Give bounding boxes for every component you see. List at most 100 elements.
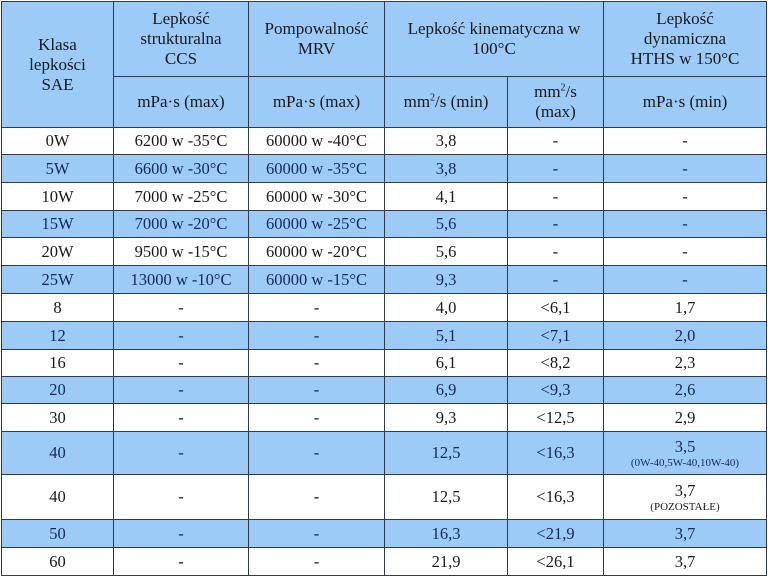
- table-row: 16- -6,1 <8,2 2,3: [1, 349, 767, 377]
- cell-kin-max: <21,9: [507, 519, 604, 548]
- cell-sae-class: 8: [1, 293, 114, 322]
- cell-ccs: -: [113, 519, 249, 548]
- cell-kin-min: 21,9: [384, 547, 508, 576]
- cell-kin-min: 6,1: [384, 349, 508, 377]
- cell-kin-max: <8,2: [507, 349, 604, 377]
- table-row: 8- -4,0 <6,1 1,7: [1, 293, 767, 322]
- cell-sae-class: 5W: [1, 154, 114, 183]
- cell-sae-class: 12: [1, 321, 114, 350]
- cell-kin-min: 3,8: [384, 127, 508, 155]
- cell-hths: 3,5 (0W-40,5W-40,10W-40): [603, 431, 767, 475]
- cell-mrv: 60000 w -40°C: [248, 127, 385, 155]
- unit-hths: mPa·s (min): [603, 76, 767, 128]
- cell-kin-max: <16,3: [507, 431, 604, 475]
- cell-sae-class: 40: [1, 474, 114, 520]
- cell-ccs: -: [113, 321, 249, 350]
- cell-hths: 3,7: [603, 547, 767, 576]
- cell-hths: 2,9: [603, 403, 767, 432]
- table-row: 5W 6600 w -30°C 60000 w -35°C 3,8- -: [1, 154, 767, 183]
- table-row: 40- -12,5 <16,3 3,7 (POZOSTAŁE): [1, 474, 767, 520]
- cell-sae-class: 40: [1, 431, 114, 475]
- header-ccs: Lepkość strukturalna CCS: [113, 1, 249, 77]
- cell-ccs: 6600 w -30°C: [113, 154, 249, 183]
- cell-sae-class: 0W: [1, 127, 114, 155]
- cell-kin-max: -: [507, 265, 604, 294]
- cell-mrv: -: [248, 321, 385, 350]
- cell-hths: -: [603, 154, 767, 183]
- header-hths: Lepkość dynamiczna HTHS w 150°C: [603, 1, 767, 77]
- cell-mrv: 60000 w -15°C: [248, 265, 385, 294]
- header-mrv: Pompowalność MRV: [248, 1, 385, 77]
- header-kinematic: Lepkość kinematyczna w 100°C: [384, 1, 604, 77]
- cell-mrv: 60000 w -30°C: [248, 182, 385, 211]
- cell-kin-max: -: [507, 182, 604, 211]
- cell-sae-class: 50: [1, 519, 114, 548]
- cell-ccs: -: [113, 376, 249, 404]
- cell-hths: -: [603, 182, 767, 211]
- cell-kin-min: 16,3: [384, 519, 508, 548]
- table-row: 60- -21,9 <26,1 3,7: [1, 547, 767, 576]
- cell-hths: -: [603, 237, 767, 266]
- table-row: 12- -5,1 <7,1 2,0: [1, 321, 767, 350]
- cell-kin-max: <9,3: [507, 376, 604, 404]
- table-row: 15W 7000 w -20°C 60000 w -25°C 5,6- -: [1, 210, 767, 238]
- cell-ccs: -: [113, 349, 249, 377]
- cell-mrv: -: [248, 547, 385, 576]
- table-row: 25W 13000 w -10°C 60000 w -15°C 9,3- -: [1, 265, 767, 294]
- cell-mrv: -: [248, 349, 385, 377]
- cell-mrv: -: [248, 474, 385, 520]
- cell-mrv: -: [248, 431, 385, 475]
- hths-note: (0W-40,5W-40,10W-40): [630, 456, 740, 469]
- cell-kin-min: 12,5: [384, 474, 508, 520]
- cell-hths: -: [603, 127, 767, 155]
- cell-ccs: -: [113, 403, 249, 432]
- cell-ccs: 13000 w -10°C: [113, 265, 249, 294]
- cell-kin-min: 5,6: [384, 237, 508, 266]
- cell-kin-max: -: [507, 210, 604, 238]
- cell-sae-class: 10W: [1, 182, 114, 211]
- cell-kin-min: 6,9: [384, 376, 508, 404]
- header-sae-class: Klasa lepkości SAE: [1, 1, 114, 128]
- cell-kin-max: <7,1: [507, 321, 604, 350]
- cell-kin-min: 12,5: [384, 431, 508, 475]
- table-row: 0W 6200 w -35°C 60000 w -40°C 3,8- -: [1, 127, 767, 155]
- cell-sae-class: 20W: [1, 237, 114, 266]
- cell-kin-max: -: [507, 127, 604, 155]
- cell-mrv: -: [248, 403, 385, 432]
- cell-kin-max: <12,5: [507, 403, 604, 432]
- cell-hths: 3,7: [603, 519, 767, 548]
- cell-hths: -: [603, 210, 767, 238]
- cell-kin-min: 4,0: [384, 293, 508, 322]
- unit-kin-max: mm2/s (max): [507, 76, 604, 128]
- cell-ccs: 7000 w -25°C: [113, 182, 249, 211]
- cell-sae-class: 60: [1, 547, 114, 576]
- cell-hths: 3,7 (POZOSTAŁE): [603, 474, 767, 520]
- cell-sae-class: 16: [1, 349, 114, 377]
- cell-kin-max: -: [507, 237, 604, 266]
- cell-ccs: -: [113, 474, 249, 520]
- cell-ccs: 6200 w -35°C: [113, 127, 249, 155]
- cell-kin-min: 3,8: [384, 154, 508, 183]
- cell-hths: 2,3: [603, 349, 767, 377]
- hths-note: (POZOSTAŁE): [650, 500, 720, 513]
- cell-kin-max: -: [507, 154, 604, 183]
- cell-sae-class: 15W: [1, 210, 114, 238]
- table-row: 20W 9500 w -15°C 60000 w -20°C 5,6- -: [1, 237, 767, 266]
- table-row: 20- -6,9 <9,3 2,6: [1, 376, 767, 404]
- cell-ccs: -: [113, 293, 249, 322]
- cell-sae-class: 20: [1, 376, 114, 404]
- unit-mrv: mPa·s (max): [248, 76, 385, 128]
- cell-hths: 2,6: [603, 376, 767, 404]
- cell-mrv: 60000 w -25°C: [248, 210, 385, 238]
- table-row: 30- -9,3 <12,5 2,9: [1, 403, 767, 432]
- cell-ccs: 9500 w -15°C: [113, 237, 249, 266]
- table-row: 10W 7000 w -25°C 60000 w -30°C 4,1- -: [1, 182, 767, 211]
- cell-mrv: -: [248, 293, 385, 322]
- cell-hths: -: [603, 265, 767, 294]
- cell-kin-min: 4,1: [384, 182, 508, 211]
- cell-kin-max: <16,3: [507, 474, 604, 520]
- cell-sae-class: 30: [1, 403, 114, 432]
- cell-hths: 2,0: [603, 321, 767, 350]
- table-row: 50- -16,3 <21,9 3,7: [1, 519, 767, 548]
